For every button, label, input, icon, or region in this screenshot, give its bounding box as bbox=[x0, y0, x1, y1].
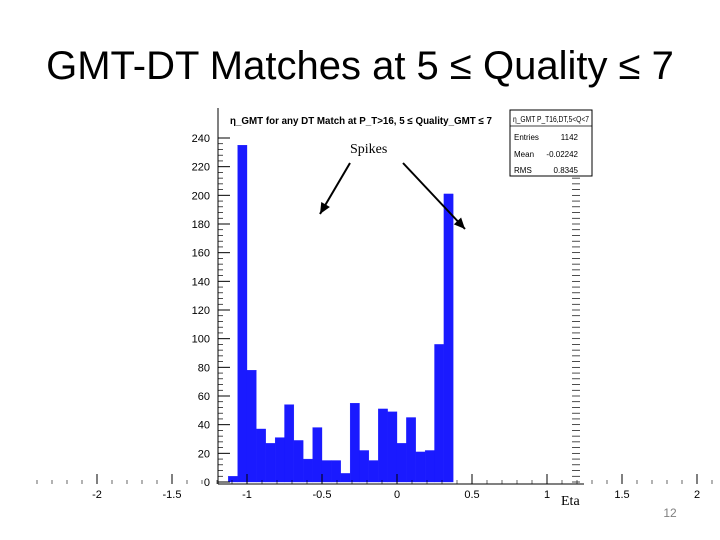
eta-annotation: Eta bbox=[561, 494, 580, 509]
y-tick-label: 60 bbox=[198, 391, 210, 403]
histogram-bar-19 bbox=[406, 417, 416, 483]
histogram-bar-2 bbox=[246, 370, 257, 483]
spikes-annotation: Spikes bbox=[350, 142, 387, 157]
y-tick-label: 20 bbox=[198, 448, 210, 460]
arrow-right-spike bbox=[402, 162, 466, 230]
y-tick-label: 160 bbox=[192, 248, 210, 260]
histogram-bars bbox=[228, 145, 454, 483]
arrow-left-spike bbox=[319, 162, 351, 215]
histogram-bar-10 bbox=[321, 460, 332, 483]
histogram-bar-0 bbox=[228, 476, 238, 483]
histogram-bar-18 bbox=[396, 443, 407, 483]
stats-rms-label: RMS bbox=[514, 166, 532, 175]
y-tick-label: 100 bbox=[192, 334, 210, 346]
y-tick-label: 200 bbox=[192, 190, 210, 202]
histogram-bar-21 bbox=[424, 450, 435, 483]
plot-frame bbox=[217, 108, 584, 485]
histogram-bar-4 bbox=[265, 443, 276, 483]
x-tick-label: 0 bbox=[394, 489, 400, 501]
y-tick-label: 220 bbox=[192, 162, 210, 174]
histogram-bar-22 bbox=[434, 344, 445, 483]
x-tick-label: -1 bbox=[242, 489, 252, 501]
histogram-bar-13 bbox=[349, 403, 360, 483]
slide-title: GMT-DT Matches at 5 ≤ Quality ≤ 7 bbox=[46, 44, 674, 88]
stats-mean-label: Mean bbox=[514, 150, 534, 159]
stats-entries-label: Entries bbox=[514, 133, 539, 142]
chart-header: η_GMT for any DT Match at P_T>16, 5 ≤ Qu… bbox=[230, 116, 492, 127]
histogram-bar-20 bbox=[415, 451, 426, 483]
histogram-bar-17 bbox=[387, 411, 398, 483]
stats-mean-value: -0.02242 bbox=[546, 150, 578, 159]
histogram-bar-7 bbox=[293, 440, 304, 483]
arrow-right-spike-head bbox=[453, 217, 465, 229]
histogram-bar-23 bbox=[443, 193, 454, 483]
histogram-bar-11 bbox=[331, 460, 341, 483]
stats-rms-value: 0.8345 bbox=[554, 166, 579, 175]
histogram-bar-16 bbox=[378, 408, 388, 483]
stats-name: η_GMT P_T16,DT,5<Q<7 bbox=[513, 115, 589, 124]
x-tick-label: -0.5 bbox=[313, 489, 332, 501]
chart-title: η_GMT for any DT Match at P_T>16, 5 ≤ Qu… bbox=[230, 116, 492, 127]
x-tick-label: 1.5 bbox=[614, 489, 629, 501]
histogram-bar-5 bbox=[274, 437, 285, 483]
y-tick-label: 140 bbox=[192, 276, 210, 288]
histogram-bar-8 bbox=[303, 458, 313, 483]
x-tick-label: -2 bbox=[92, 489, 102, 501]
histogram-bar-12 bbox=[340, 473, 351, 483]
annotations: Spikes Eta bbox=[319, 142, 580, 509]
arrow-right-spike-shaft bbox=[402, 162, 466, 230]
y-tick-label: 40 bbox=[198, 420, 210, 432]
y-tick-label: 180 bbox=[192, 219, 210, 231]
histogram-bar-9 bbox=[312, 427, 323, 483]
stats-box: η_GMT P_T16,DT,5<Q<7 Entries 1142 Mean -0.02… bbox=[509, 109, 593, 177]
histogram-bar-6 bbox=[284, 404, 295, 483]
y-tick-label: 0 bbox=[204, 477, 210, 489]
y-tick-label: 240 bbox=[192, 133, 210, 145]
x-tick-label: 1 bbox=[544, 489, 550, 501]
x-tick-label: 0.5 bbox=[464, 489, 479, 501]
stats-box-frame bbox=[509, 109, 593, 177]
x-tick-label: 2 bbox=[694, 489, 700, 501]
slide-number: 12 bbox=[663, 506, 677, 520]
histogram-bar-1 bbox=[237, 145, 248, 483]
arrow-left-spike-head bbox=[320, 201, 330, 214]
stats-entries-value: 1142 bbox=[561, 133, 579, 142]
histogram-bar-15 bbox=[368, 460, 379, 483]
histogram-bar-3 bbox=[256, 428, 266, 483]
y-tick-label: 120 bbox=[192, 305, 210, 317]
x-tick-label: -1.5 bbox=[163, 489, 182, 501]
y-tick-label: 80 bbox=[198, 362, 210, 374]
histogram-bar-14 bbox=[359, 450, 370, 483]
